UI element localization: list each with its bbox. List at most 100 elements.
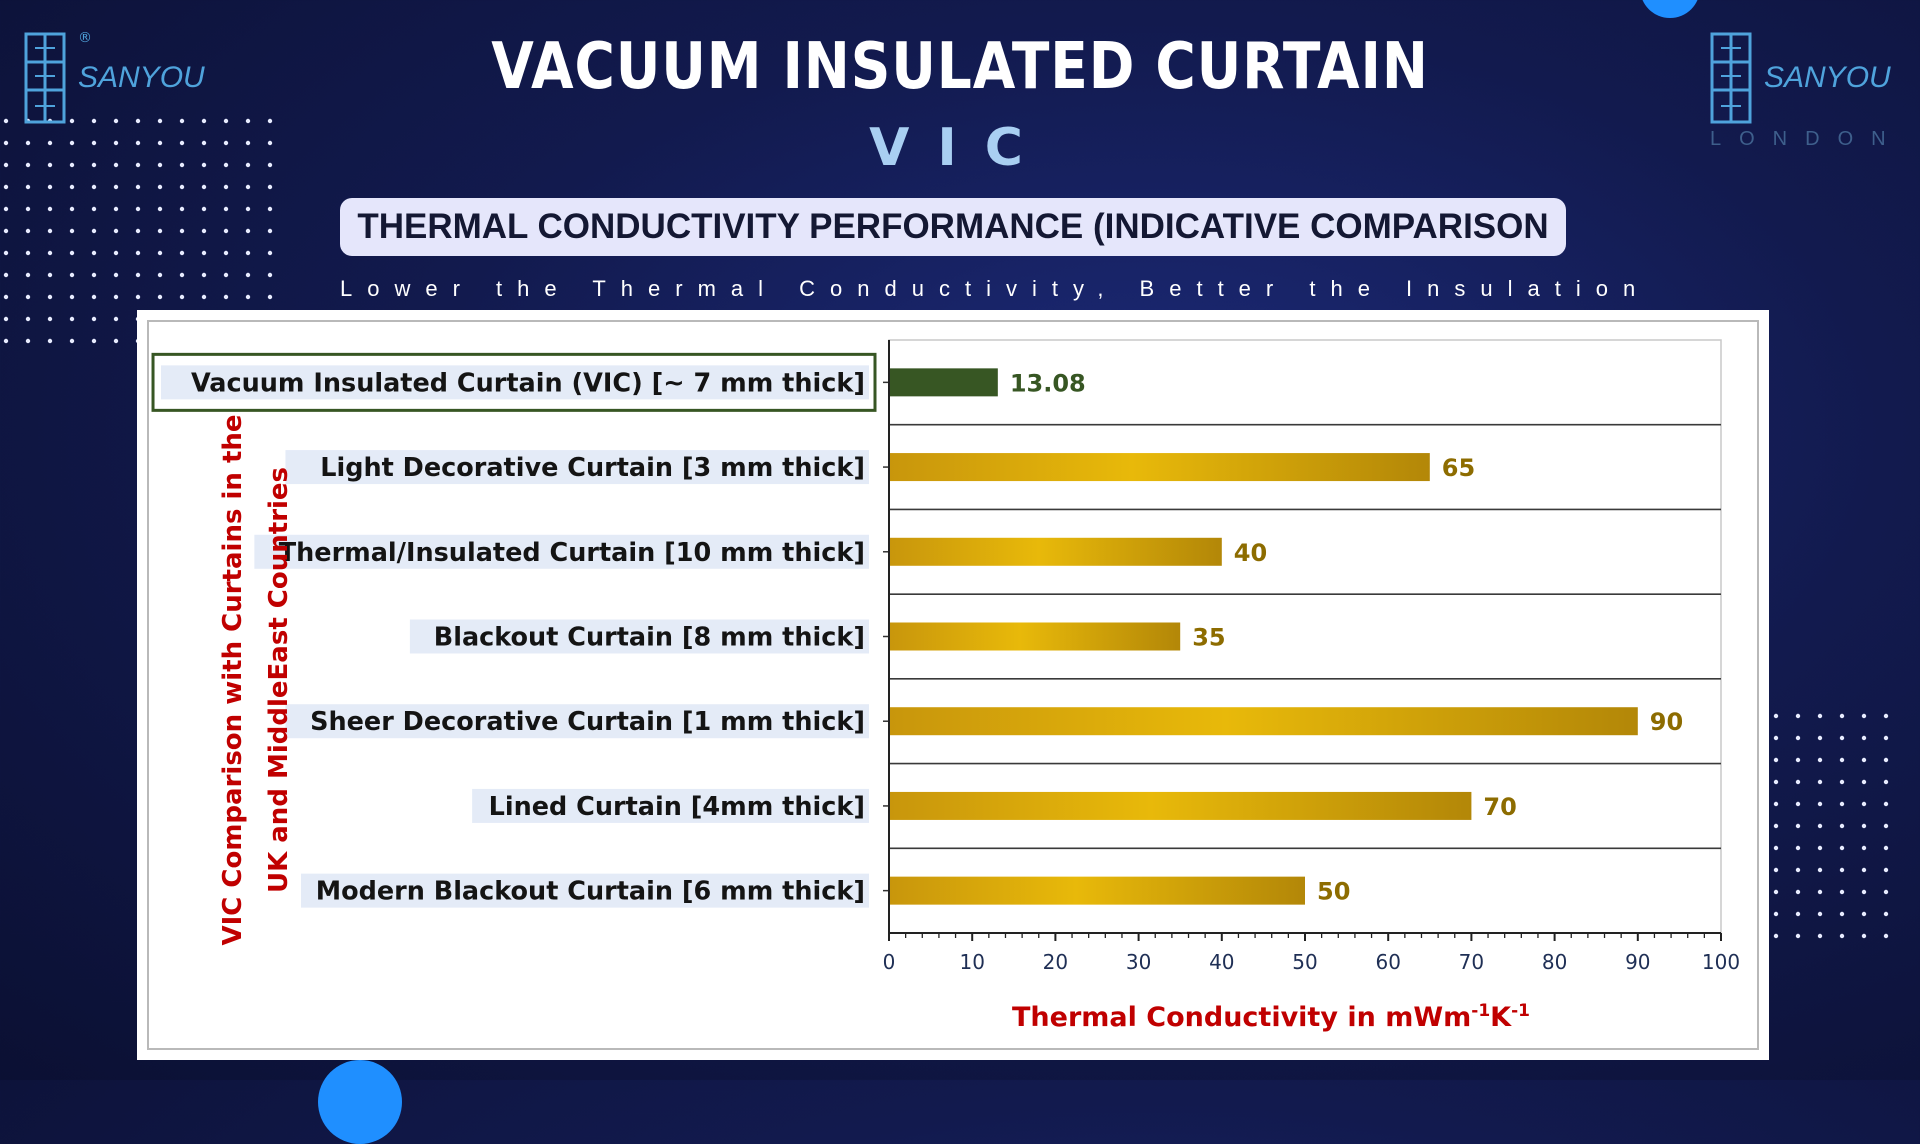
decorative-dot <box>3 140 9 146</box>
decorative-dot <box>25 140 31 146</box>
decorative-dot <box>201 228 207 234</box>
decorative-dot <box>1861 779 1867 785</box>
decorative-dot <box>223 118 229 124</box>
category-label-background <box>161 365 869 400</box>
decorative-dot <box>69 184 75 190</box>
decorative-dot <box>91 338 97 344</box>
decorative-dot <box>135 206 141 212</box>
decorative-dot <box>69 140 75 146</box>
decorative-dot <box>69 316 75 322</box>
decorative-dot <box>1839 823 1845 829</box>
decorative-dot <box>1883 757 1889 763</box>
decorative-dot <box>157 250 163 256</box>
sanyou-logo-icon <box>24 32 66 124</box>
decorative-dot <box>47 162 53 168</box>
decorative-dot <box>3 162 9 168</box>
decorative-dot <box>179 228 185 234</box>
data-label: 35 <box>1192 624 1225 652</box>
decorative-dot <box>1773 757 1779 763</box>
decorative-dot <box>25 338 31 344</box>
decorative-dot <box>1773 779 1779 785</box>
decorative-dot <box>91 118 97 124</box>
decorative-dot <box>1883 933 1889 939</box>
decorative-dot <box>179 294 185 300</box>
section-banner: THERMAL CONDUCTIVITY PERFORMANCE (INDICA… <box>340 198 1566 256</box>
decorative-dot <box>113 272 119 278</box>
decorative-dot <box>157 228 163 234</box>
decorative-dot <box>69 162 75 168</box>
decorative-dot <box>1773 801 1779 807</box>
decorative-dot <box>1773 933 1779 939</box>
decorative-dot <box>245 206 251 212</box>
decorative-dot <box>1861 713 1867 719</box>
decorative-dot <box>113 118 119 124</box>
decorative-dot <box>223 140 229 146</box>
x-tick-label: 30 <box>1126 950 1151 974</box>
decorative-dot <box>223 228 229 234</box>
decorative-dot <box>1795 911 1801 917</box>
decorative-dot <box>223 272 229 278</box>
decorative-dot <box>201 250 207 256</box>
decorative-dot <box>91 294 97 300</box>
brand-name: SANYOU <box>78 61 205 94</box>
decorative-dot <box>113 184 119 190</box>
decorative-dot <box>113 140 119 146</box>
decorative-dot <box>1773 911 1779 917</box>
data-label: 65 <box>1442 454 1475 482</box>
decorative-dot <box>113 294 119 300</box>
bar-chart: 13.08 Vacuum Insulated Curtain (VIC) [~ 7… <box>151 339 1740 1033</box>
brand-location: LONDON <box>1710 128 1904 150</box>
decorative-dot <box>179 184 185 190</box>
category-label-background <box>254 534 870 569</box>
decorative-dot <box>1817 867 1823 873</box>
category-label: Sheer Decorative Curtain [1 mm thick] <box>310 707 865 737</box>
y-axis-title-line2: UK and MiddleEast Countries <box>264 467 294 893</box>
chart-frame <box>147 320 1759 1050</box>
decorative-dot <box>245 140 251 146</box>
decorative-dot <box>267 294 273 300</box>
decorative-dot <box>1795 779 1801 785</box>
category-label-background <box>301 873 869 908</box>
decorative-dot <box>1795 933 1801 939</box>
decorative-dot <box>201 118 207 124</box>
category-label-background <box>285 450 870 485</box>
decorative-dot <box>201 206 207 212</box>
x-tick-label: 0 <box>883 950 896 974</box>
page-title: VACUUM INSULATED CURTAIN <box>491 30 1429 104</box>
decorative-dot <box>47 140 53 146</box>
decorative-dot <box>1795 845 1801 851</box>
decorative-dot <box>157 206 163 212</box>
decorative-dot <box>135 184 141 190</box>
decorative-dot <box>1883 779 1889 785</box>
decorative-dot <box>1839 779 1845 785</box>
registered-mark: ® <box>78 30 92 46</box>
decorative-dot <box>69 118 75 124</box>
decorative-dot <box>267 184 273 190</box>
decorative-dot <box>1883 735 1889 741</box>
decorative-dot <box>1773 823 1779 829</box>
decorative-dot <box>179 206 185 212</box>
decorative-dot <box>25 294 31 300</box>
decorative-dot <box>3 206 9 212</box>
decorative-dot <box>135 140 141 146</box>
decorative-dot <box>135 228 141 234</box>
category-label: Vacuum Insulated Curtain (VIC) [~ 7 mm t… <box>191 368 865 398</box>
x-tick-label: 80 <box>1542 950 1567 974</box>
decorative-dot <box>25 228 31 234</box>
decorative-dot <box>25 162 31 168</box>
decorative-dot <box>1861 823 1867 829</box>
decorative-dot <box>201 272 207 278</box>
decorative-dot <box>1795 735 1801 741</box>
decorative-dot <box>1817 801 1823 807</box>
decorative-dot <box>1883 801 1889 807</box>
decorative-dot <box>223 250 229 256</box>
decorative-dot <box>91 250 97 256</box>
decorative-dot <box>25 272 31 278</box>
decorative-dot <box>1795 823 1801 829</box>
x-axis-title-k: K <box>1490 1002 1512 1033</box>
decorative-dot <box>267 228 273 234</box>
decorative-dot <box>3 228 9 234</box>
dot-pattern-left <box>0 115 360 375</box>
decorative-dot <box>157 184 163 190</box>
decorative-dot <box>223 206 229 212</box>
